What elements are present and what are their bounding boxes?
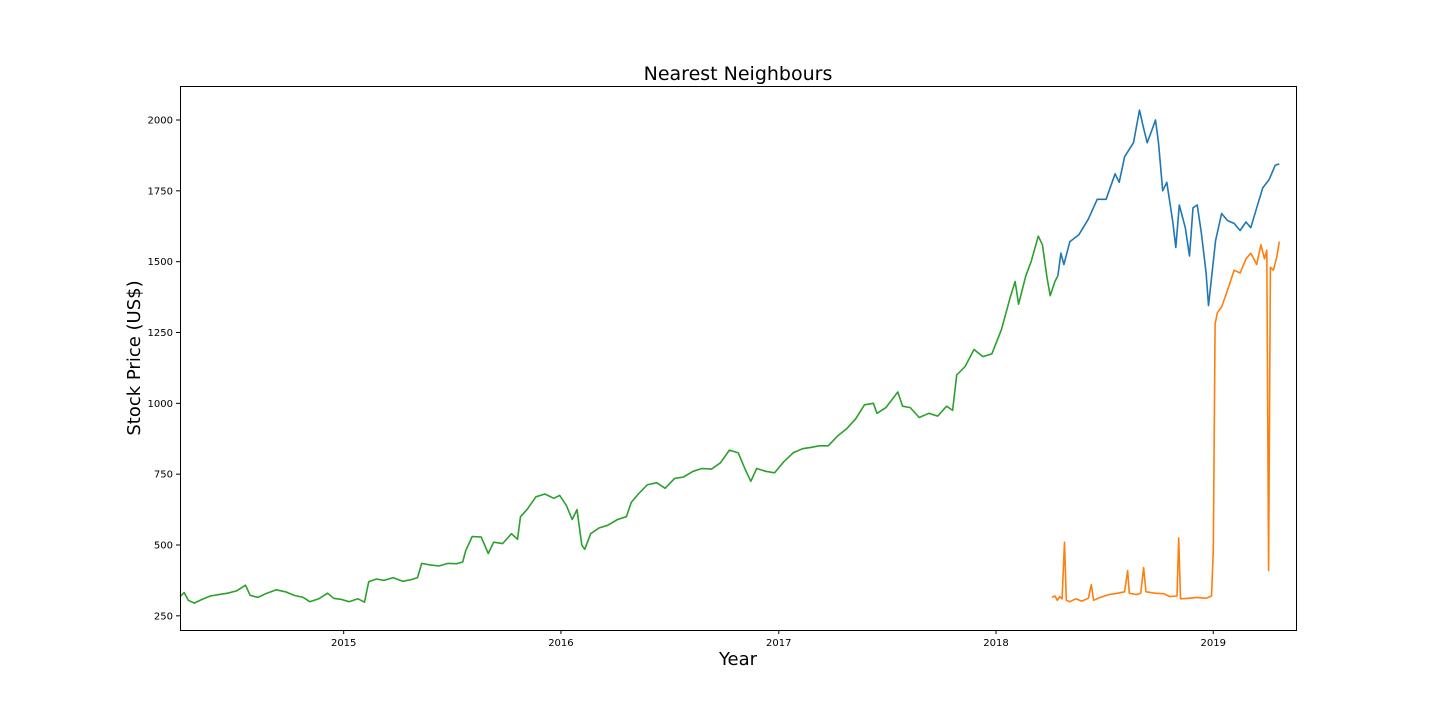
- series-line-1: [179, 235, 1059, 604]
- y-tick-label: 1000: [148, 399, 173, 410]
- x-tick-label: 2015: [331, 638, 356, 649]
- plot-frame: [180, 86, 1297, 631]
- chart-title: Nearest Neighbours: [644, 63, 833, 85]
- x-tick-label: 2019: [1201, 638, 1226, 649]
- x-tick-label: 2018: [983, 638, 1008, 649]
- x-axis: 2015 2016 2017 2018 2019: [331, 630, 1226, 649]
- series-layer: [179, 109, 1281, 604]
- y-tick-label: 1750: [148, 186, 173, 197]
- y-tick-label: 1500: [148, 257, 173, 268]
- y-tick-label: 500: [154, 541, 173, 552]
- y-tick-label: 250: [154, 611, 173, 622]
- y-tick-label: 2000: [148, 116, 173, 127]
- x-axis-label: Year: [718, 649, 758, 670]
- y-tick-label: 1250: [148, 328, 173, 339]
- x-tick-label: 2016: [548, 638, 573, 649]
- series-line-3: [1051, 241, 1281, 603]
- y-axis: 250 500 750 1000 1250 1500 1750 2000: [148, 116, 180, 622]
- series-line-2: [1057, 109, 1280, 307]
- y-tick-label: 750: [154, 470, 173, 481]
- x-tick-label: 2017: [766, 638, 791, 649]
- y-axis-label: Stock Price (US$): [124, 280, 145, 435]
